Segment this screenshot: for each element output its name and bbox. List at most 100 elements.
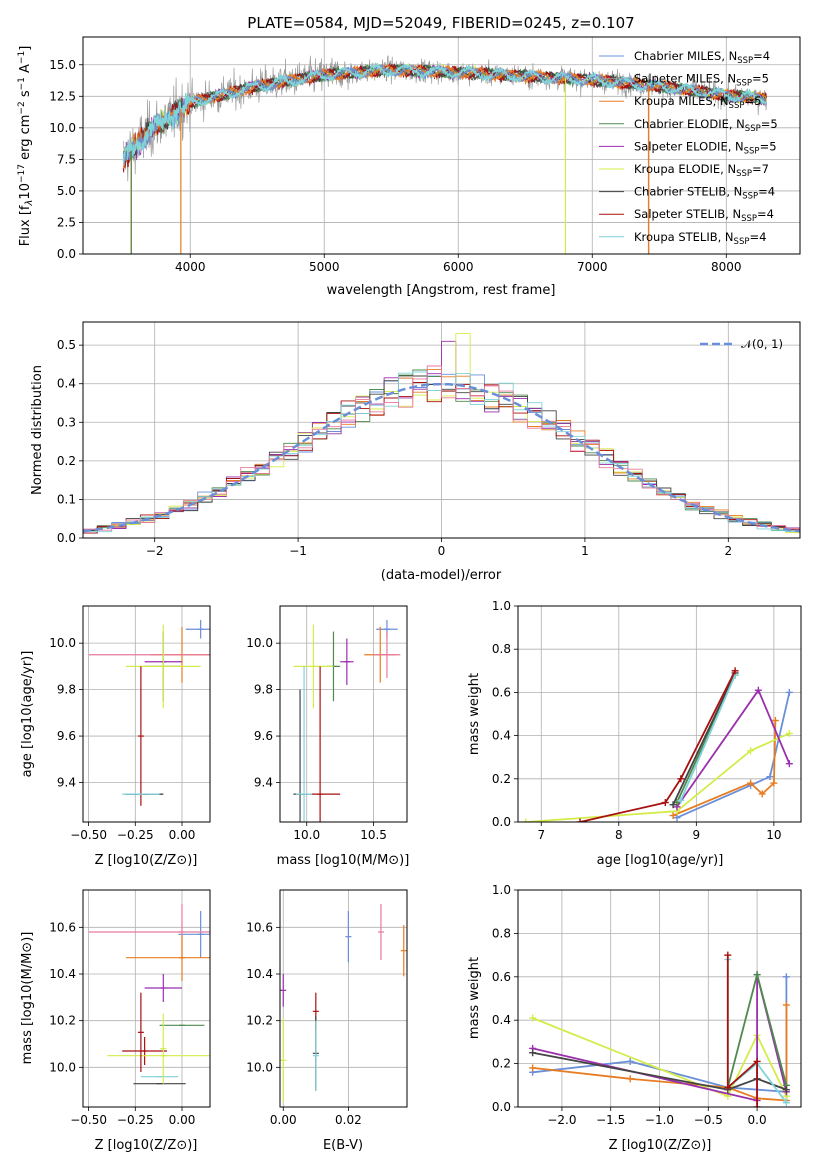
legend-label: Salpeter STELIB, NSSP=4: [634, 207, 774, 224]
x-tick-label: 6000: [443, 260, 474, 274]
x-tick-label: 0.00: [169, 828, 196, 842]
y-tick-label: 0.2: [492, 1057, 511, 1071]
y-tick-label: 12.5: [49, 89, 76, 103]
x-axis-label: Z [log10(Z/Z⊙)]: [609, 1138, 712, 1153]
y-axis-label: mass weight: [467, 957, 482, 1039]
y-tick-label: 1.0: [492, 599, 511, 613]
y-tick-label: 10.4: [246, 967, 273, 981]
y-tick-label: 0.0: [57, 531, 76, 545]
x-tick-label: 0.0: [748, 1113, 767, 1127]
x-axis-label: (data-model)/error: [381, 568, 502, 583]
x-tick-label: −2: [146, 544, 164, 558]
y-axis-label: mass weight: [467, 673, 482, 755]
y-tick-label: 0.8: [492, 642, 511, 656]
axes-frame: [82, 889, 211, 1108]
axes-frame: [517, 605, 802, 823]
y-tick-label: 10.0: [246, 1060, 273, 1074]
y-tick-label: 15.0: [49, 58, 76, 72]
plot-area: [522, 667, 793, 822]
panel-spectrum: 4000 5000 6000 7000 8000 0.0 2.5 5.0 7.5 10.0 12.5…: [17, 36, 801, 298]
weight-line: [532, 1017, 788, 1098]
x-tick-label: −0.25: [117, 828, 154, 842]
y-tick-label: 10.0: [246, 636, 273, 650]
panel-mass_vs_EBV: 0.00 0.02 10.0 10.2 10.4 10.6 E(B-V): [246, 889, 408, 1153]
x-tick-label: 7000: [577, 260, 608, 274]
x-tick-label: 2: [724, 544, 732, 558]
y-tick-label: 0.0: [492, 1100, 511, 1114]
y-axis-label: mass [log10(M/M⊙)]: [20, 932, 35, 1065]
legend-label: Salpeter ELODIE, NSSP=5: [634, 139, 777, 156]
plot-area: [88, 619, 210, 806]
x-tick-label: 0.00: [169, 1113, 196, 1127]
x-tick-label: −1: [289, 544, 307, 558]
y-axis-label: Flux [fλ10−17 erg cm−2 s−1 A−1]: [17, 46, 35, 247]
y-tick-label: 0.4: [492, 729, 511, 743]
y-tick-label: 0.3: [57, 415, 76, 429]
x-axis-label: age [log10(age/yr)]: [597, 853, 724, 868]
legend-label: Chabrier MILES, NSSP=4: [634, 49, 770, 66]
y-tick-label: 9.6: [57, 729, 76, 743]
plot-area: [122, 55, 768, 254]
plot-area: [83, 333, 800, 534]
x-tick-label: 8000: [711, 260, 742, 274]
legend-label: Chabrier STELIB, NSSP=4: [634, 185, 775, 202]
x-tick-label: 9: [693, 828, 701, 842]
y-tick-label: 0.6: [492, 685, 511, 699]
weight-line: [676, 692, 791, 819]
y-tick-label: 0.6: [492, 970, 511, 984]
y-tick-label: 0.8: [492, 926, 511, 940]
y-axis-label: age [log10(age/yr)]: [20, 651, 35, 778]
series-kroupa_stelib: [122, 62, 768, 163]
y-tick-label: 10.0: [49, 121, 76, 135]
y-tick-label: 0.5: [57, 338, 76, 352]
axes-frame: [82, 321, 801, 539]
y-tick-label: 10.6: [49, 920, 76, 934]
y-tick-label: 5.0: [57, 184, 76, 198]
y-tick-label: 0.4: [57, 377, 76, 391]
y-tick-label: 9.4: [57, 776, 76, 790]
y-tick-label: 10.0: [49, 1060, 76, 1074]
x-tick-label: −2.0: [547, 1113, 576, 1127]
axes-frame: [82, 605, 211, 823]
x-tick-label: −0.25: [117, 1113, 154, 1127]
x-tick-label: 5000: [309, 260, 340, 274]
x-tick-label: 0.02: [335, 1113, 362, 1127]
y-tick-label: 9.8: [254, 683, 273, 697]
axes-frame: [517, 889, 802, 1108]
weight-line: [679, 674, 736, 801]
x-axis-label: wavelength [Angstrom, rest frame]: [327, 283, 556, 298]
y-tick-label: 2.5: [57, 215, 76, 229]
y-tick-label: 0.4: [492, 1013, 511, 1027]
plot-area: [529, 951, 790, 1107]
y-tick-label: 10.6: [246, 920, 273, 934]
plot-area: [280, 904, 407, 1103]
x-axis-label: Z [log10(Z/Z⊙)]: [95, 1138, 198, 1153]
y-tick-label: 0.0: [57, 247, 76, 261]
x-tick-label: −0.50: [70, 828, 107, 842]
legend-label: 𝒩(0, 1): [741, 337, 783, 351]
legend-label: Kroupa STELIB, NSSP=4: [634, 230, 766, 247]
x-tick-label: 0.00: [270, 1113, 297, 1127]
y-tick-label: 10.0: [49, 636, 76, 650]
y-tick-label: 10.4: [49, 967, 76, 981]
x-tick-label: −1.0: [645, 1113, 674, 1127]
x-tick-label: 0: [438, 544, 446, 558]
panel-mass_vs_Z: −0.50 −0.25 0.00 10.0 10.2 10.4 10.6 Z [log10(Z…: [20, 889, 211, 1153]
y-tick-label: 7.5: [57, 152, 76, 166]
series-chabrier_elodie: [122, 64, 767, 162]
weight-line: [676, 689, 791, 808]
x-tick-label: 10.5: [360, 828, 387, 842]
axes-frame: [279, 605, 408, 823]
x-axis-label: E(B-V): [323, 1138, 363, 1153]
panel-massweight_vs_age: 7 8 9 10 0.0 0.2 0.4 0.6 0.8 1.0 age [log10(age/yr…: [467, 599, 802, 868]
weight-line: [726, 955, 758, 1107]
weight-line: [525, 732, 790, 822]
x-tick-label: −1.5: [596, 1113, 625, 1127]
x-tick-label: 7: [537, 828, 545, 842]
axes-frame: [279, 889, 408, 1108]
y-tick-label: 9.6: [254, 729, 273, 743]
y-tick-label: 9.4: [254, 776, 273, 790]
x-tick-label: 4000: [175, 260, 206, 274]
weight-line: [672, 672, 736, 806]
